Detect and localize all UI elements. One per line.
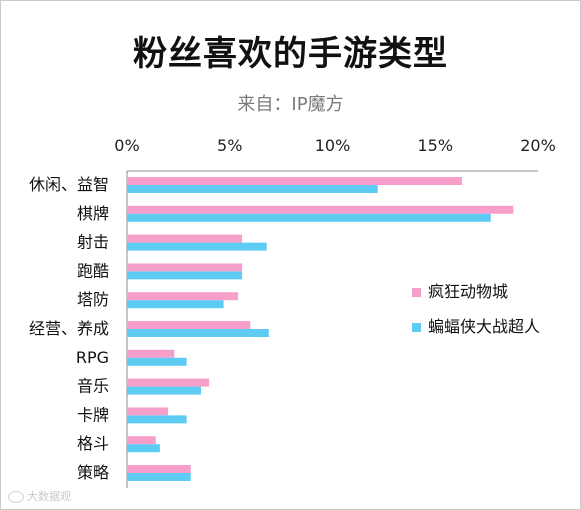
category-label: 棋牌	[77, 204, 109, 223]
chart-title: 粉丝喜欢的手游类型	[133, 34, 448, 74]
bar-series-1	[127, 407, 169, 416]
category-label: 策略	[77, 463, 109, 482]
category-label: RPG	[76, 348, 109, 367]
bar-series-2	[127, 415, 187, 424]
bar-series-1	[127, 436, 156, 445]
watermark: 大数据观	[8, 488, 71, 504]
bar-series-2	[127, 357, 187, 366]
bar-series-2	[127, 473, 191, 481]
legend-label: 疯狂动物城	[428, 282, 508, 301]
bar-series-1	[127, 465, 191, 473]
bar-series-2	[127, 213, 491, 222]
x-tick-label: 20%	[520, 136, 556, 155]
watermark-text: 大数据观	[27, 490, 71, 503]
bar-series-2	[127, 386, 201, 395]
bar-series-1	[127, 321, 251, 329]
bar-series-2	[127, 271, 243, 280]
bar-series-2	[127, 300, 224, 309]
category-label: 射击	[77, 233, 109, 252]
category-label: 塔防	[77, 290, 109, 309]
bar-series-1	[127, 292, 238, 301]
category-label: 休闲、益智	[29, 175, 109, 194]
category-label: 跑酷	[77, 261, 109, 280]
bar-series-2	[127, 444, 160, 453]
x-tick-label: 5%	[217, 136, 242, 155]
category-label: 格斗	[77, 434, 109, 453]
bar-series-2	[127, 185, 378, 193]
x-tick-label: 0%	[114, 136, 139, 155]
watermark-icon	[8, 491, 24, 503]
x-tick-label: 15%	[417, 136, 453, 155]
bar-series-1	[127, 263, 243, 272]
bar-series-1	[127, 205, 514, 214]
bar-series-1	[127, 234, 243, 243]
legend-swatch	[412, 288, 421, 297]
bar-series-1	[127, 349, 175, 358]
category-label: 音乐	[77, 377, 109, 396]
bar-series-2	[127, 329, 269, 337]
legend-label: 蝙蝠侠大战超人	[428, 317, 540, 336]
category-label: 卡牌	[77, 405, 109, 424]
chart-subtitle: 来自：IP魔方	[237, 94, 344, 115]
bar-series-1	[127, 378, 210, 387]
bar-series-2	[127, 242, 267, 251]
bar-series-1	[127, 177, 462, 185]
category-label: 经营、养成	[29, 319, 109, 338]
legend-swatch	[412, 323, 421, 332]
x-tick-label: 10%	[315, 136, 351, 155]
